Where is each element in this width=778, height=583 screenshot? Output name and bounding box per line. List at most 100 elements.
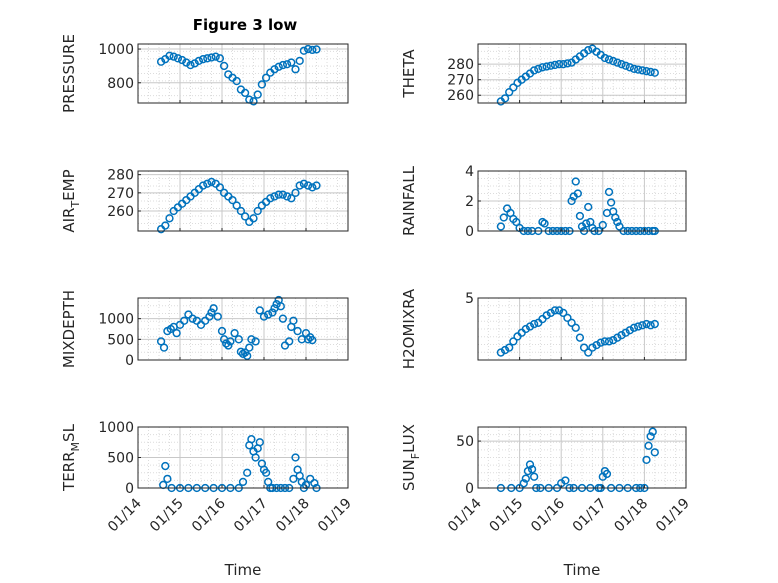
data-point (228, 195, 237, 205)
data-point (303, 181, 313, 190)
axes-box-1 (477, 43, 687, 104)
data-point (285, 337, 294, 346)
data-point (621, 328, 630, 337)
y-tick-label: 0 (125, 481, 134, 497)
data-point (293, 326, 302, 336)
data-point (274, 190, 283, 199)
data-point (505, 87, 514, 97)
data-point (291, 65, 300, 74)
y-tick-label: 1000 (98, 42, 134, 58)
data-point (621, 61, 630, 70)
data-point (582, 219, 591, 228)
data-point (584, 46, 593, 55)
data-point (644, 441, 653, 450)
data-point (245, 343, 254, 352)
data-point (289, 316, 298, 325)
data-point (525, 322, 535, 331)
y-tick-label: 0 (125, 353, 134, 369)
data-point (272, 300, 281, 309)
data-point (650, 68, 659, 77)
data-point (236, 206, 246, 216)
data-point (299, 46, 309, 55)
data-point (596, 338, 605, 347)
data-point (194, 56, 204, 66)
data-point (264, 310, 273, 319)
data-point (253, 206, 262, 216)
data-point (278, 60, 288, 70)
data-point (592, 340, 601, 350)
x-tick-label: 01/17 (231, 496, 271, 536)
data-point (266, 194, 275, 203)
data-point (209, 304, 218, 313)
axes-box-7 (477, 426, 687, 489)
data-point (538, 63, 547, 72)
data-point (500, 345, 510, 355)
data-point (512, 217, 521, 227)
y-axis-label: PRESSURE (60, 34, 78, 113)
data-point (625, 326, 634, 335)
data-point (500, 94, 510, 103)
data-point (291, 188, 300, 197)
data-point (527, 465, 537, 474)
data-point (159, 343, 169, 352)
data-point (588, 343, 597, 352)
data-point (278, 314, 288, 323)
data-point (280, 341, 290, 350)
data-point (291, 453, 300, 462)
data-point (165, 214, 174, 223)
data-point (613, 217, 622, 227)
y-tick-label: 50 (456, 434, 474, 450)
data-point (521, 324, 530, 334)
data-point (600, 53, 610, 63)
data-point (261, 73, 271, 82)
data-point (276, 302, 285, 311)
data-point (253, 90, 262, 99)
data-point (186, 60, 195, 70)
data-point (215, 183, 225, 192)
data-point (571, 177, 580, 186)
data-point (238, 477, 248, 487)
axes-box-5 (477, 297, 687, 361)
x-tick-label: 01/16 (528, 495, 568, 535)
y-tick-label: 0 (465, 481, 474, 497)
data-point (205, 312, 214, 321)
data-point (270, 192, 279, 201)
data-point (615, 222, 624, 231)
data-point (559, 308, 568, 318)
data-point (287, 194, 296, 203)
data-point (625, 63, 634, 72)
y-tick-label: 270 (447, 73, 474, 89)
data-point (172, 328, 181, 338)
data-point (575, 211, 585, 221)
data-point (259, 312, 269, 321)
data-point (278, 190, 288, 199)
data-point (584, 348, 593, 357)
data-point (217, 326, 227, 336)
y-axis-label: SUNFLUX (400, 424, 422, 491)
data-point (613, 58, 622, 67)
data-point (496, 348, 506, 357)
data-point (563, 313, 572, 322)
data-point (161, 221, 170, 230)
y-tick-label: 260 (447, 88, 474, 104)
y-tick-label: 280 (447, 57, 474, 73)
data-point (525, 460, 535, 469)
data-point (230, 328, 239, 338)
y-tick-label: 500 (107, 332, 134, 348)
data-point (261, 468, 271, 477)
data-point (207, 308, 216, 317)
data-point (303, 335, 313, 344)
data-point (554, 60, 564, 69)
x-tick-label: 01/18 (273, 496, 313, 536)
data-point (249, 214, 258, 223)
y-tick-label: 800 (107, 76, 134, 92)
data-point (182, 58, 191, 67)
data-point (234, 335, 243, 344)
data-point (575, 333, 585, 342)
data-point (198, 55, 208, 64)
y-tick-label: 1000 (98, 420, 134, 436)
data-point (648, 427, 657, 436)
data-point (257, 80, 267, 89)
data-point (519, 479, 528, 488)
data-point (499, 213, 508, 222)
